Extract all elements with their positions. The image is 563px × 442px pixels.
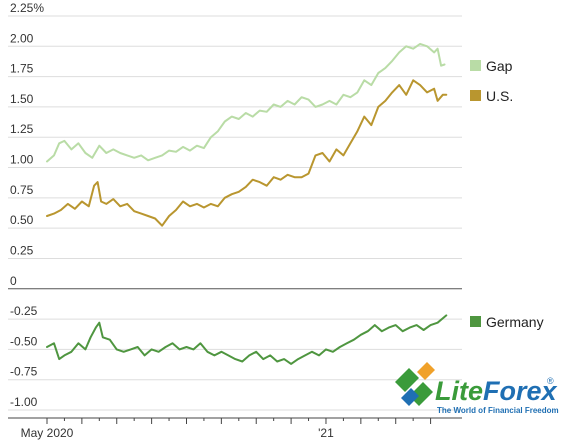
y-tick-label: 1.50 [10, 92, 34, 106]
x-tick-label: '21 [318, 426, 334, 440]
legend-swatch-germany [470, 316, 481, 327]
gridlines [8, 15, 462, 411]
liteforex-logo: LiteForex ® The World of Financial Freed… [395, 362, 559, 415]
series-lines [46, 42, 448, 365]
legend-label-u-s: U.S. [486, 88, 513, 104]
y-tick-label: 0.50 [10, 213, 34, 227]
logo-tagline: The World of Financial Freedom [437, 406, 559, 415]
series-line-germany [46, 314, 448, 365]
y-tick-label: -0.50 [10, 334, 38, 348]
liteforex-emblem-icon [395, 362, 435, 406]
y-tick-label: 2.25% [10, 1, 44, 15]
legend-swatch-gap [470, 60, 481, 71]
y-tick-label: -0.75 [10, 365, 38, 379]
y-tick-label: -0.25 [10, 304, 38, 318]
y-tick-label: 0 [10, 274, 17, 288]
logo-name-lite: Lite [435, 376, 483, 406]
y-tick-label: -1.00 [10, 395, 38, 409]
y-tick-label: 1.75 [10, 62, 34, 76]
logo-name-forex: Forex [483, 376, 558, 406]
y-tick-label: 1.25 [10, 122, 34, 136]
legend: Gap U.S. Germany [470, 58, 544, 330]
y-tick-label: 1.00 [10, 153, 34, 167]
series-line-u-s [46, 79, 448, 227]
legend-label-gap: Gap [486, 58, 513, 74]
x-axis: May 2020 '21 [8, 417, 462, 440]
logo-registered-mark: ® [547, 376, 554, 386]
y-axis-tick-labels: 2.25% 2.00 1.75 1.50 1.25 1.00 0.75 0.50 0.25 0 -0… [10, 1, 44, 409]
legend-swatch-u-s [470, 90, 481, 101]
y-tick-label: 0.75 [10, 183, 34, 197]
x-tick-label: May 2020 [21, 426, 74, 440]
svg-text:LiteForex: LiteForex [435, 376, 558, 406]
series-line-gap [46, 42, 446, 163]
y-tick-label: 2.00 [10, 31, 34, 45]
legend-label-germany: Germany [486, 314, 544, 330]
y-tick-label: 0.25 [10, 243, 34, 257]
